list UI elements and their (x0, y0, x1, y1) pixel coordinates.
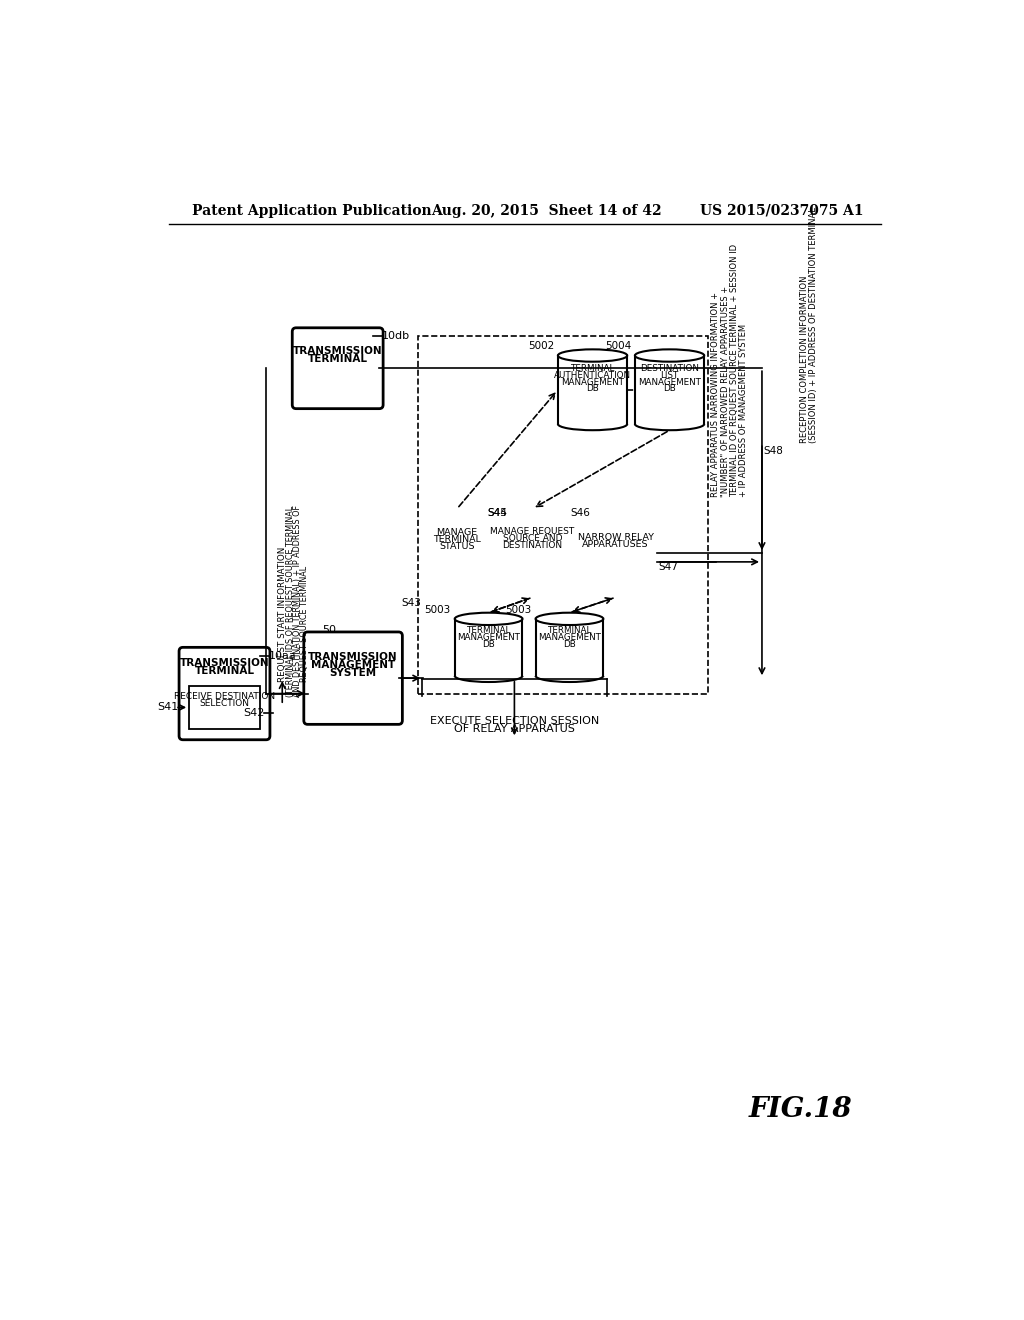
Text: DB: DB (482, 640, 495, 648)
Text: 5004: 5004 (605, 342, 631, 351)
Text: MANAGE: MANAGE (436, 528, 477, 537)
Text: RELAY APPARATUS NARROWING INFORMATION +: RELAY APPARATUS NARROWING INFORMATION + (712, 292, 720, 498)
FancyBboxPatch shape (179, 647, 270, 739)
Text: SOURCE AND: SOURCE AND (503, 533, 562, 543)
Text: RECEPTION COMPLETION INFORMATION: RECEPTION COMPLETION INFORMATION (800, 276, 809, 444)
Text: DESTINATION: DESTINATION (640, 364, 699, 374)
Text: S47: S47 (658, 561, 679, 572)
Text: REQUEST START INFORMATION: REQUEST START INFORMATION (278, 546, 287, 682)
Text: DB: DB (664, 384, 676, 393)
Text: MANAGEMENT: MANAGEMENT (538, 632, 601, 642)
Text: MANAGE REQUEST: MANAGE REQUEST (490, 527, 574, 536)
Ellipse shape (635, 350, 705, 362)
Text: 5003: 5003 (425, 605, 451, 615)
Bar (423, 508, 490, 598)
Text: S43: S43 (401, 598, 422, 609)
Text: US 2015/0237075 A1: US 2015/0237075 A1 (700, 203, 864, 218)
Text: TERMINAL: TERMINAL (195, 665, 255, 676)
Text: MANAGEMENT: MANAGEMENT (457, 632, 520, 642)
Text: (SESSION ID) + IP ADDRESS OF DESTINATION TERMINAL: (SESSION ID) + IP ADDRESS OF DESTINATION… (809, 207, 818, 444)
Bar (490, 508, 574, 598)
Text: MANAGEMENT: MANAGEMENT (638, 378, 701, 387)
Text: TERMINAL: TERMINAL (570, 364, 614, 374)
Text: STATUS: STATUS (439, 543, 475, 552)
Text: DB: DB (563, 640, 575, 648)
Text: APPARATUSES: APPARATUSES (583, 540, 649, 549)
Text: S41: S41 (157, 702, 178, 713)
Text: Patent Application Publication: Patent Application Publication (193, 203, 432, 218)
Text: DB: DB (586, 384, 599, 393)
Text: TERMINAL: TERMINAL (466, 626, 511, 635)
Ellipse shape (558, 350, 628, 362)
Text: AND DESTINATION TERMINAL) + IP ADDRESS OF: AND DESTINATION TERMINAL) + IP ADDRESS O… (293, 506, 302, 697)
Text: Aug. 20, 2015  Sheet 14 of 42: Aug. 20, 2015 Sheet 14 of 42 (431, 203, 662, 218)
Text: TRANSMISSION: TRANSMISSION (293, 346, 383, 355)
Bar (536, 619, 603, 676)
Bar (574, 508, 657, 598)
Text: 10aa: 10aa (269, 651, 297, 661)
Text: RECEIVE DESTINATION: RECEIVE DESTINATION (174, 692, 275, 701)
Text: TRANSMISSION: TRANSMISSION (179, 657, 269, 668)
Ellipse shape (536, 612, 603, 626)
Text: DESTINATION: DESTINATION (503, 540, 562, 549)
Text: "NUMBER" OF NARROWED RELAY APPARATUSES +: "NUMBER" OF NARROWED RELAY APPARATUSES + (721, 286, 729, 498)
Text: SELECTION: SELECTION (200, 698, 250, 708)
Text: AUTHENTICATION: AUTHENTICATION (554, 371, 631, 380)
Text: TERMINAL ID OF REQUEST SOURCE TERMINAL + SESSION ID: TERMINAL ID OF REQUEST SOURCE TERMINAL +… (730, 244, 738, 498)
Text: LIST: LIST (660, 371, 679, 380)
Text: MANAGEMENT: MANAGEMENT (311, 660, 395, 671)
Text: S48: S48 (764, 446, 783, 455)
Text: OF RELAY APPARATUS: OF RELAY APPARATUS (454, 725, 574, 734)
Text: REQUEST SOURCE TERMINAL: REQUEST SOURCE TERMINAL (300, 566, 309, 682)
Text: + IP ADDRESS OF MANAGEMENT SYSTEM: + IP ADDRESS OF MANAGEMENT SYSTEM (739, 325, 748, 498)
Bar (635, 355, 705, 424)
Bar (189, 686, 260, 729)
Text: (TERMINAL IDS OF REQUEST SOURCE TERMINAL: (TERMINAL IDS OF REQUEST SOURCE TERMINAL (287, 507, 295, 697)
Text: NARROW RELAY: NARROW RELAY (578, 533, 653, 543)
Bar (418, 335, 708, 693)
Text: MANAGEMENT: MANAGEMENT (561, 378, 624, 387)
Text: 5002: 5002 (527, 342, 554, 351)
Text: S45: S45 (487, 508, 507, 517)
FancyBboxPatch shape (304, 632, 402, 725)
Text: FIG.18: FIG.18 (749, 1096, 852, 1123)
Ellipse shape (455, 612, 522, 626)
Text: 50: 50 (323, 624, 336, 635)
FancyBboxPatch shape (292, 327, 383, 409)
Bar (455, 619, 522, 676)
Bar (558, 355, 628, 424)
Text: TERMINAL: TERMINAL (433, 535, 481, 544)
Text: S46: S46 (570, 508, 590, 517)
Text: TRANSMISSION: TRANSMISSION (308, 652, 398, 661)
Text: S42: S42 (243, 708, 264, 718)
Text: S44: S44 (487, 508, 507, 517)
Text: TERMINAL: TERMINAL (547, 626, 592, 635)
Text: TERMINAL: TERMINAL (307, 354, 368, 364)
Text: SYSTEM: SYSTEM (330, 668, 377, 678)
Text: EXECUTE SELECTION SESSION: EXECUTE SELECTION SESSION (430, 715, 599, 726)
Text: 5003: 5003 (506, 605, 531, 615)
Text: 10db: 10db (382, 331, 411, 342)
